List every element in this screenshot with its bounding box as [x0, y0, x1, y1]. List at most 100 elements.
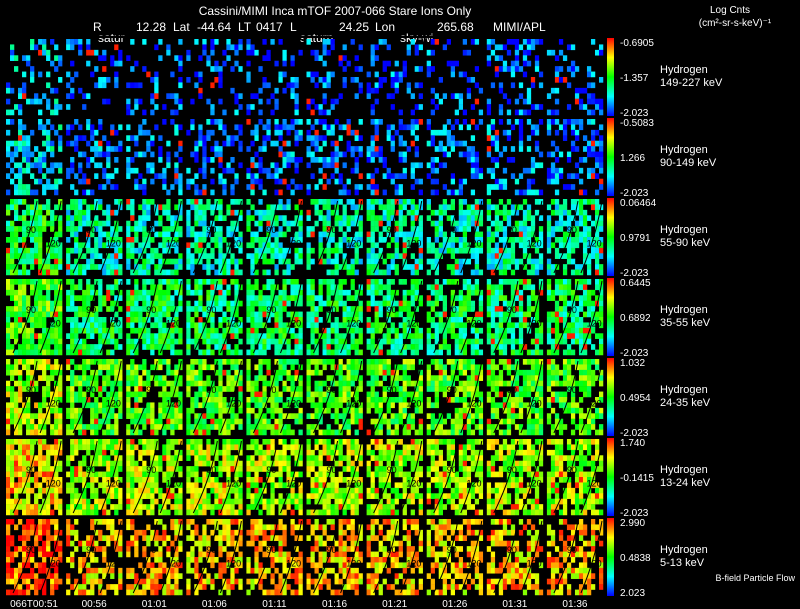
heatmap-cell	[538, 39, 544, 45]
heatmap-cell	[590, 173, 596, 179]
heatmap-cell	[210, 209, 215, 216]
heatmap-cell	[230, 269, 235, 276]
heatmap-cell	[274, 375, 279, 381]
heatmap-cell	[150, 424, 155, 430]
heatmap-cell	[138, 98, 143, 105]
heatmap-cell	[594, 311, 600, 318]
frame-angle-label: 120	[527, 319, 542, 329]
heatmap-cell	[358, 82, 363, 89]
heatmap-cell	[562, 242, 568, 249]
heatmap-cell	[574, 135, 580, 141]
heatmap-cell	[190, 369, 195, 376]
heatmap-cell	[46, 338, 51, 345]
heatmap-cell	[202, 151, 207, 158]
heatmap-cell	[186, 184, 191, 190]
heatmap-cell	[14, 338, 19, 345]
heatmap-cell	[358, 237, 363, 243]
heatmap-cell	[342, 151, 347, 158]
heatmap-cell	[266, 242, 271, 249]
heatmap-cell	[502, 269, 508, 276]
heatmap-cell	[66, 44, 71, 51]
heatmap-cell	[598, 215, 604, 221]
heatmap-cell	[382, 189, 387, 196]
heatmap-cell	[134, 397, 139, 403]
heatmap-cell	[282, 49, 287, 56]
heatmap-cell	[502, 279, 508, 285]
heatmap-cell	[494, 289, 500, 296]
heatmap-cell	[30, 253, 35, 259]
heatmap-cell	[178, 306, 183, 312]
field-line	[39, 360, 62, 434]
heatmap-cell	[74, 407, 79, 414]
heatmap-cell	[246, 184, 251, 190]
heatmap-cell	[470, 284, 476, 291]
heatmap-cell	[186, 386, 191, 392]
heatmap-cell	[490, 264, 496, 270]
heatmap-cell	[194, 140, 199, 147]
heatmap-cell	[506, 39, 512, 45]
heatmap-cell	[314, 295, 319, 301]
heatmap-cell	[6, 98, 11, 105]
heatmap-cell	[50, 242, 55, 249]
heatmap-cell	[34, 93, 39, 99]
heatmap-cell	[66, 226, 71, 232]
heatmap-cell	[142, 242, 147, 249]
heatmap-cell	[6, 269, 11, 276]
heatmap-cell	[234, 359, 239, 365]
heatmap-cell	[18, 253, 23, 259]
heatmap-cell	[166, 242, 171, 249]
heatmap-cell	[402, 295, 407, 301]
heatmap-cell	[526, 93, 532, 99]
heatmap-cell	[158, 295, 163, 301]
heatmap-cell	[110, 124, 115, 131]
heatmap-cell	[402, 157, 407, 163]
heatmap-cell	[318, 300, 323, 307]
heatmap-cell	[374, 71, 379, 78]
heatmap-cell	[198, 279, 203, 285]
heatmap-cell	[490, 247, 496, 254]
heatmap-cell	[126, 364, 131, 371]
heatmap-cell	[54, 413, 59, 419]
heatmap-cell	[166, 317, 171, 323]
heatmap-cell	[6, 413, 11, 419]
heatmap-cell	[110, 146, 115, 152]
heatmap-cell	[378, 269, 383, 276]
heatmap-cell	[58, 124, 63, 131]
heatmap-cell	[370, 135, 375, 141]
heatmap-cell	[310, 71, 315, 78]
heatmap-cell	[554, 247, 560, 254]
heatmap-cell	[50, 424, 55, 430]
heatmap-cell	[198, 135, 203, 141]
heatmap-cell	[146, 162, 151, 169]
heatmap-cell	[502, 349, 508, 356]
heatmap-cell	[510, 269, 516, 276]
heatmap-cell	[258, 184, 263, 190]
heatmap-cell	[326, 311, 331, 318]
heatmap-cell	[342, 66, 347, 72]
heatmap-cell	[198, 284, 203, 291]
heatmap-cell	[594, 98, 600, 105]
heatmap-cell	[554, 167, 560, 174]
heatmap-cell	[450, 264, 455, 270]
heatmap-cell	[298, 375, 303, 381]
heatmap-cell	[546, 93, 552, 99]
heatmap-cell	[546, 322, 552, 329]
heatmap-cell	[210, 237, 215, 243]
heatmap-cell	[386, 317, 391, 323]
heatmap-cell	[6, 380, 11, 387]
heatmap-cell	[426, 124, 431, 131]
heatmap-cell	[538, 104, 544, 110]
heatmap-cell	[402, 204, 407, 211]
heatmap-cell	[238, 397, 243, 403]
heatmap-cell	[134, 418, 139, 425]
heatmap-cell	[98, 237, 103, 243]
heatmap-cell	[130, 407, 135, 414]
heatmap-cell	[238, 215, 243, 221]
heatmap-cell	[370, 49, 375, 56]
heatmap-cell	[358, 231, 363, 238]
heatmap-cell	[126, 242, 131, 249]
heatmap-cell	[110, 349, 115, 356]
heatmap-cell	[534, 333, 540, 339]
heatmap-cell	[198, 333, 203, 339]
